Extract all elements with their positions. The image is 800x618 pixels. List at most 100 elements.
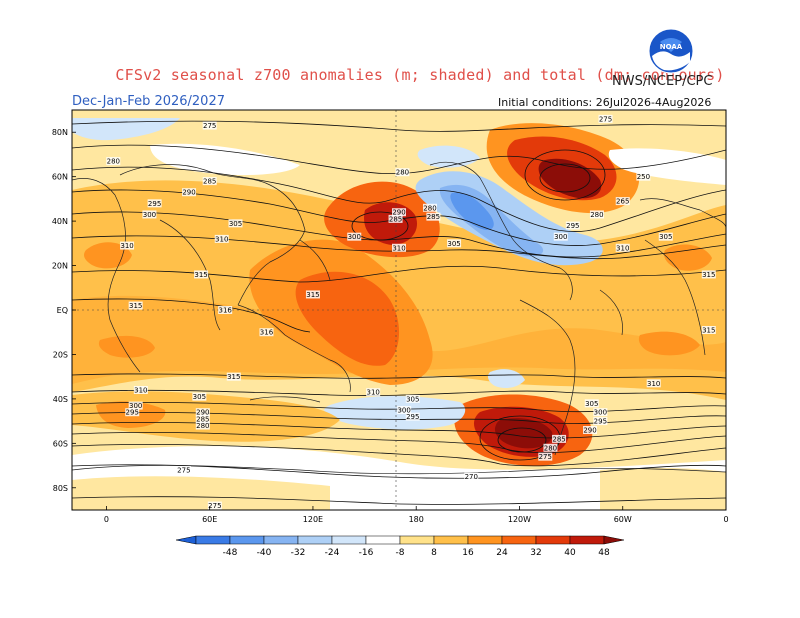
contour-label: 275 (177, 467, 190, 475)
contour-label-bg (202, 121, 217, 130)
colorbar-swatch (467, 535, 503, 545)
contour-label-bg (701, 270, 716, 279)
contour-label: 310 (616, 244, 629, 252)
figure-title: CFSv2 seasonal z700 anomalies (m; shaded… (115, 66, 725, 84)
contour-label-bg (218, 306, 233, 314)
contour-label: 305 (406, 395, 419, 403)
lon-tick-label: 60E (202, 515, 217, 524)
contour-label: 275 (203, 122, 216, 130)
contour-label: 310 (647, 380, 660, 388)
contour-label: 310 (215, 235, 228, 243)
lon-tick-label: 180 (409, 515, 424, 524)
lat-tick-label: 60N (52, 173, 68, 182)
contour-label-bg (228, 219, 243, 228)
contour-label-bg (128, 401, 143, 410)
contour-label: 290 (583, 427, 596, 435)
contour-labels: 2752802852902953003053103103153153163163… (106, 114, 716, 510)
contour-label-bg (646, 379, 661, 388)
contour-label-bg (147, 199, 162, 208)
contour-label-bg (366, 388, 381, 397)
contour-label-bg (397, 406, 412, 414)
contour-label-bg (182, 188, 197, 197)
contour-label-bg (133, 386, 148, 394)
lat-tick-label: 80N (52, 128, 68, 137)
contour-label: 315 (227, 373, 240, 381)
contour-label-bg (589, 210, 604, 219)
colorbar-label: 8 (431, 548, 437, 558)
contour-label-bg (701, 326, 716, 334)
colorbar-swatch (501, 535, 537, 545)
contour-label: 315 (702, 271, 715, 279)
contour-label: 305 (229, 220, 242, 228)
contour-label: 280 (544, 444, 557, 452)
colorbar-label: 48 (598, 548, 610, 558)
contour-label-bg (565, 221, 580, 230)
colorbar-swatch (433, 535, 469, 545)
colorbar-min-arrow (175, 535, 197, 545)
contour-label: 290 (182, 189, 195, 197)
lon-tick-label: 120W (508, 515, 531, 524)
lon-tick-label: 120E (303, 515, 323, 524)
lat-tick-label: 40S (53, 395, 68, 404)
contour-label-bg (584, 399, 599, 408)
contour-label-bg (538, 452, 553, 461)
contour-label: 285 (427, 213, 440, 221)
lat-tick-label: EQ (57, 306, 68, 315)
contour-label: 300 (594, 409, 607, 417)
contour-label-bg (583, 426, 598, 434)
contour-label: 285 (389, 215, 402, 223)
colorbar-swatch (229, 535, 265, 545)
height-contours (72, 120, 726, 505)
colorbar: -48 -40 -32 -24 -16 -8 8 16 24 32 40 48 (175, 535, 625, 558)
contour-label: 300 (348, 233, 361, 241)
contour-label-bg (598, 114, 613, 123)
contour-label: 290 (196, 409, 209, 417)
contour-label: 310 (134, 387, 147, 395)
contour-label-bg (392, 208, 406, 217)
contour-label-bg (615, 197, 630, 206)
contour-label: 315 (129, 302, 142, 310)
contour-label: 310 (366, 389, 379, 397)
contour-label-bg (593, 417, 608, 426)
contour-label-bg (447, 239, 462, 248)
colorbar-label: -8 (396, 548, 405, 558)
contour-label-bg (259, 328, 274, 337)
colorbar-swatch (365, 535, 401, 545)
colorbar-label: 32 (530, 548, 541, 558)
contour-label: 295 (406, 413, 419, 421)
initial-conditions-label: Initial conditions: 26Jul2026-4Aug2026 (498, 96, 712, 109)
contour-label: 310 (120, 242, 133, 250)
lat-tick-label: 80S (53, 484, 68, 493)
contour-label-bg (195, 421, 210, 430)
contour-label-bg (405, 394, 420, 403)
contour-label-bg (207, 501, 222, 510)
contour-label: 300 (143, 211, 156, 219)
contour-label-bg (426, 212, 441, 221)
contour-label: 305 (585, 400, 598, 408)
contour-label-bg (120, 241, 135, 250)
contour-label-bg (142, 210, 157, 219)
contour-label-bg (192, 392, 207, 401)
colorbar-label: -16 (359, 548, 374, 558)
contour-label: 300 (129, 402, 142, 410)
contour-label: 285 (552, 435, 565, 443)
contour-label: 316 (218, 307, 232, 315)
colorbar-label: -32 (291, 548, 306, 558)
contour-label: 285 (203, 178, 216, 186)
lon-tick-label: 0 (723, 515, 728, 524)
contour-label: 275 (599, 115, 612, 123)
contour-label-bg (553, 232, 568, 241)
contour-label-bg (106, 157, 121, 166)
contour-label-bg (202, 177, 217, 186)
contour-label-bg (552, 434, 567, 443)
contour-label-bg (464, 472, 479, 481)
colorbar-label: 40 (564, 548, 576, 558)
contour-label: 300 (554, 233, 567, 241)
contour-label-bg (388, 214, 403, 223)
contour-label-bg (305, 290, 320, 299)
contour-label: 265 (616, 198, 629, 206)
contour-label: 305 (447, 240, 460, 248)
contour-label: 275 (539, 453, 552, 461)
lat-tick-label: 40N (52, 217, 68, 226)
